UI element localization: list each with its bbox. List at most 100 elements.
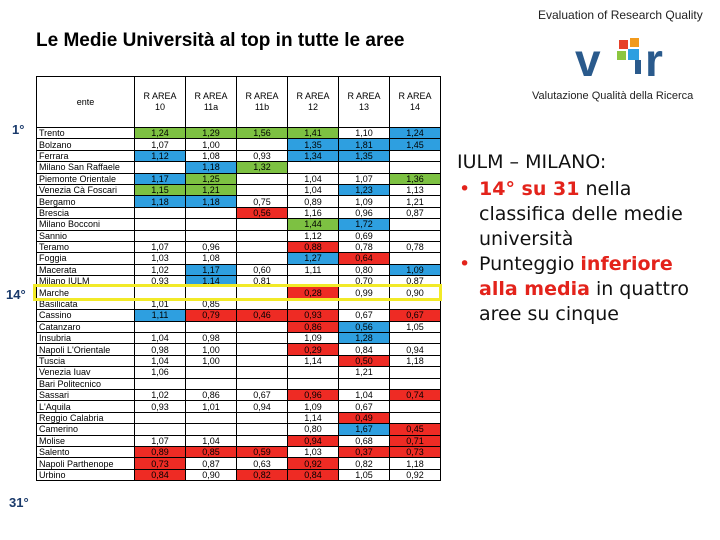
score-cell: 1,00 (185, 138, 237, 151)
score-cell: 0,89 (134, 445, 186, 459)
table-row: Milano San Raffaele 1,18 1,32 (36, 161, 441, 174)
score-cell: 1,04 (134, 354, 186, 368)
score-cell: 1,04 (287, 183, 339, 197)
score-cell (185, 377, 237, 391)
score-cell: 0,67 (389, 309, 441, 322)
score-cell: 0,60 (236, 263, 288, 277)
score-cell (134, 320, 186, 334)
header-line1: R AREA (143, 91, 177, 101)
header-line2: 10 (154, 102, 165, 112)
score-cell: 0,49 (338, 411, 390, 425)
university-name: Sannio (36, 229, 135, 242)
score-cell: 1,12 (134, 149, 186, 163)
logo-subtitle: Valutazione Qualità della Ricerca (532, 90, 694, 102)
score-cell: 0,67 (236, 388, 288, 402)
university-name: Milano San Raffaele (36, 161, 135, 174)
score-cell: 1,08 (185, 252, 237, 265)
score-cell (236, 411, 288, 425)
score-cell: 0,64 (338, 252, 390, 265)
score-cell: 1,04 (185, 434, 237, 447)
score-cell (134, 218, 186, 231)
header-area: R AREA 13 (338, 76, 390, 128)
table-row: Napoli Parthenope 0,73 0,87 0,63 0,92 0,82 1,1… (36, 457, 441, 470)
university-name: Catanzaro (36, 320, 135, 334)
score-cell: 0,73 (134, 457, 186, 470)
score-cell: 1,07 (134, 240, 186, 254)
logo-r: r (645, 34, 663, 86)
score-cell (134, 206, 186, 220)
table-row: Foggia 1,03 1,08 1,27 0,64 (36, 252, 441, 265)
table-row: Venezia Iuav 1,06 1,21 (36, 366, 441, 379)
score-cell: 0,80 (287, 423, 339, 436)
score-cell: 0,37 (338, 445, 390, 459)
score-cell (134, 423, 186, 436)
score-cell: 0,86 (185, 388, 237, 402)
bullet-dot-icon: • (459, 178, 471, 200)
score-cell: 0,94 (389, 343, 441, 356)
score-cell (236, 434, 288, 447)
score-cell: 0,63 (236, 457, 288, 470)
table-row: Urbino 0,84 0,90 0,82 0,84 1,05 0,92 (36, 468, 441, 482)
score-cell: 1,17 (134, 172, 186, 185)
score-cell: 1,44 (287, 218, 339, 231)
score-cell: 1,04 (134, 332, 186, 345)
score-cell: 0,71 (389, 434, 441, 447)
table-header-row: ente R AREA 10 R AREA 11a R AREA 11b R AREA 12 R … (36, 76, 441, 128)
score-cell: 0,56 (338, 320, 390, 334)
table-row: Napoli L'Orientale 0,98 1,00 0,29 0,84 0,94 (36, 343, 441, 356)
score-cell (236, 332, 288, 345)
university-name: Trento (36, 126, 135, 140)
university-name: Salento (36, 445, 135, 459)
table-row: Tuscia 1,04 1,00 1,14 0,50 1,18 (36, 354, 441, 368)
score-cell: 0,67 (338, 309, 390, 322)
university-name: Cassino (36, 309, 135, 322)
table-row: Macerata 1,02 1,17 0,60 1,11 0,80 1,09 (36, 263, 441, 277)
score-cell: 1,09 (287, 332, 339, 345)
score-cell: 1,08 (185, 149, 237, 163)
score-cell (236, 423, 288, 436)
university-name: Milano Bocconi (36, 218, 135, 231)
score-cell (338, 377, 390, 391)
score-cell (389, 149, 441, 163)
score-cell: 1,35 (287, 138, 339, 151)
score-cell (185, 206, 237, 220)
score-cell: 1,11 (287, 263, 339, 277)
table-row: Salento 0,89 0,85 0,59 1,03 0,37 0,73 (36, 445, 441, 459)
score-cell: 1,18 (134, 195, 186, 208)
table-row: Sannio 1,12 0,69 (36, 229, 441, 242)
score-cell: 1,24 (134, 126, 186, 140)
score-cell: 1,27 (287, 252, 339, 265)
ranking-highlight: 14° su 31 (479, 178, 580, 200)
score-cell (236, 138, 288, 151)
score-cell: 1,14 (287, 354, 339, 368)
university-name: Brescia (36, 206, 135, 220)
score-cell (185, 320, 237, 334)
university-name: Foggia (36, 252, 135, 265)
university-name: Napoli Parthenope (36, 457, 135, 470)
score-cell: 0,93 (287, 309, 339, 322)
score-cell: 0,90 (185, 468, 237, 482)
score-cell: 1,07 (134, 138, 186, 151)
bullet-score: • Punteggio inferiore alla media in quat… (457, 252, 707, 327)
score-cell (236, 343, 288, 356)
header-line1: R AREA (296, 91, 330, 101)
score-cell: 1,02 (134, 263, 186, 277)
university-name: Reggio Calabria (36, 411, 135, 425)
table-row: Bergamo 1,18 1,18 0,75 0,89 1,09 1,21 (36, 195, 441, 208)
score-cell: 1,18 (185, 161, 237, 174)
score-cell: 1,18 (389, 354, 441, 368)
rank-last-label: 31° (9, 495, 29, 510)
university-name: Molise (36, 434, 135, 447)
header-line2: 14 (409, 102, 420, 112)
slide-title: Le Medie Università al top in tutte le a… (36, 30, 405, 51)
university-name: Venezia Iuav (36, 366, 135, 379)
score-cell: 1,06 (134, 366, 186, 379)
university-name: Ferrara (36, 149, 135, 163)
score-cell (389, 161, 441, 174)
score-cell (134, 161, 186, 174)
score-cell: 1,07 (134, 434, 186, 447)
score-cell (185, 229, 237, 242)
score-cell: 0,98 (185, 332, 237, 345)
table-row: Cassino 1,11 0,79 0,46 0,93 0,67 0,67 (36, 309, 441, 322)
score-cell: 0,59 (236, 445, 288, 459)
